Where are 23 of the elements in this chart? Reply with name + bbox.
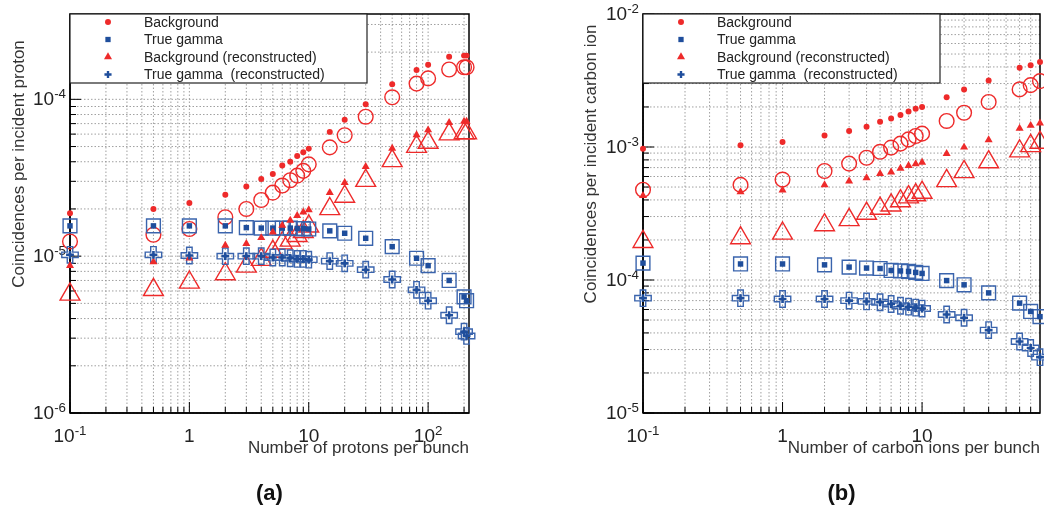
y-axis-title: Coincidences per incident carbon ion: [580, 24, 600, 304]
legend-label: Background: [144, 13, 219, 30]
x-tick-label: 1: [184, 425, 195, 447]
legend-label: True gamma: [144, 31, 224, 48]
y-tick-label: 10$^{-4}$: [606, 266, 639, 291]
y-tick-label: 10$^{-6}$: [33, 399, 66, 424]
y-tick-label: 10$^{-3}$: [606, 133, 639, 158]
legend-label: Background (reconstructed): [717, 48, 890, 65]
legend-label: True gamma (reconstructed): [717, 66, 898, 83]
y-axis-title: Coincidences per incident proton: [8, 40, 28, 288]
x-tick-label: 1: [777, 425, 788, 447]
legend-label: Background: [717, 13, 792, 30]
y-tick-label: 10$^{-5}$: [33, 242, 66, 267]
text: (a): [256, 480, 283, 505]
x-tick-label: 10$^{-1}$: [626, 422, 660, 447]
text: (b): [827, 480, 856, 505]
y-tick-label: 10$^{-2}$: [606, 0, 639, 25]
x-tick-label: 10$^{-1}$: [53, 422, 87, 447]
y-tick-label: 10$^{-5}$: [606, 399, 639, 424]
legend-label: Background (reconstructed): [144, 48, 317, 65]
legend-label: True gamma: [717, 31, 797, 48]
legend-label: True gamma (reconstructed): [144, 66, 325, 83]
y-tick-label: 10$^{-4}$: [33, 85, 66, 110]
